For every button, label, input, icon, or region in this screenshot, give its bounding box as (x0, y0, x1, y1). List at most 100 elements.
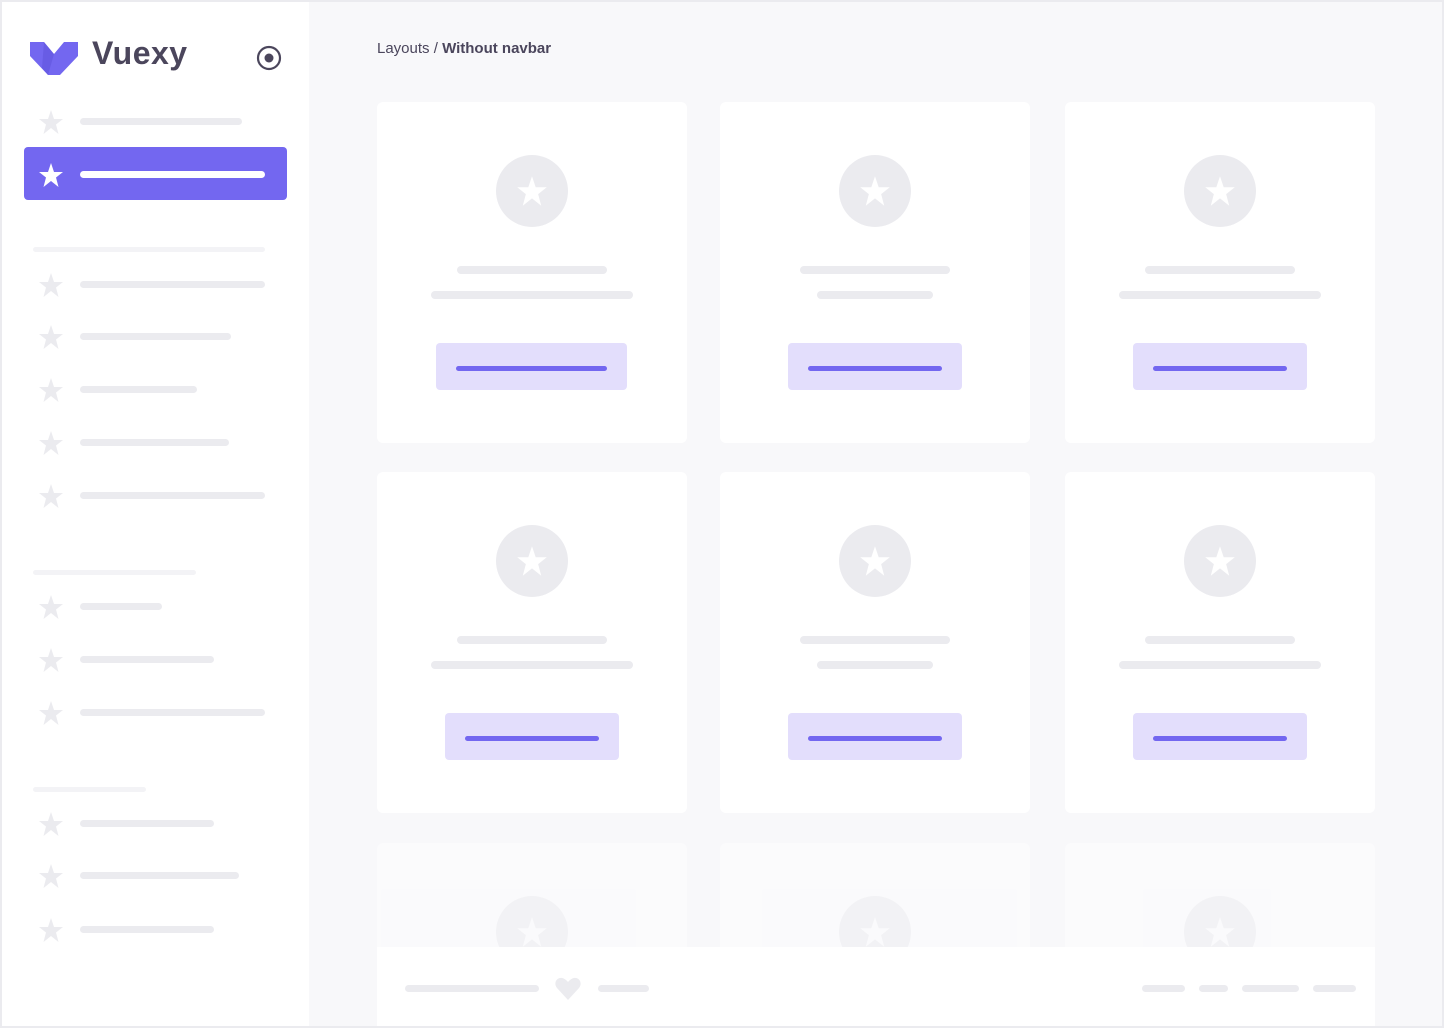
sidebar-section-header (33, 247, 265, 252)
sidebar-item-label-placeholder (80, 656, 214, 663)
card-action-button[interactable] (436, 343, 627, 390)
sidebar-item-label-placeholder (80, 820, 214, 827)
sidebar-item-label-placeholder (80, 872, 239, 879)
card-title-placeholder (457, 636, 607, 644)
footer-link[interactable] (1242, 985, 1299, 992)
breadcrumb: Layouts / Without navbar (377, 40, 551, 57)
sidebar-item[interactable] (2, 423, 309, 463)
footer-text-placeholder (405, 985, 539, 992)
sidebar-item-label-placeholder (80, 603, 162, 610)
card-action-button[interactable] (445, 713, 619, 760)
sidebar-item-label-placeholder (80, 281, 265, 288)
button-label-placeholder (456, 366, 607, 371)
sidebar-item[interactable] (2, 640, 309, 680)
card-action-button[interactable] (1133, 343, 1307, 390)
sidebar: Vuexy (2, 2, 309, 1026)
card-text-placeholder (431, 661, 633, 669)
avatar-placeholder (839, 896, 911, 947)
star-icon (39, 378, 63, 402)
footer-link[interactable] (1199, 985, 1228, 992)
sidebar-item[interactable] (2, 693, 309, 733)
sidebar-item[interactable] (2, 265, 309, 305)
star-icon (39, 163, 63, 187)
footer (377, 947, 1375, 1026)
card-title-placeholder (800, 636, 950, 644)
breadcrumb-current: Without navbar (442, 40, 552, 57)
sidebar-item[interactable] (2, 102, 309, 142)
sidebar-item-label-placeholder (80, 386, 197, 393)
sidebar-item[interactable] (2, 587, 309, 627)
card-action-button[interactable] (788, 343, 962, 390)
star-icon (1205, 917, 1235, 947)
footer-link[interactable] (1142, 985, 1185, 992)
sidebar-item[interactable] (2, 804, 309, 844)
sidebar-item[interactable] (2, 910, 309, 950)
content-card (720, 843, 1030, 947)
sidebar-item-label-placeholder (80, 709, 265, 716)
breadcrumb-separator: / (429, 40, 443, 57)
content-card (377, 102, 687, 443)
content-card (1065, 843, 1375, 947)
card-action-button[interactable] (1133, 713, 1307, 760)
sidebar-item[interactable] (2, 476, 309, 516)
vuexy-logo-icon (30, 42, 78, 75)
sidebar-item-label-placeholder (80, 333, 231, 340)
star-icon (39, 918, 63, 942)
sidebar-item-label-placeholder (80, 492, 265, 499)
radio-circle-icon[interactable] (256, 45, 282, 71)
star-icon (517, 546, 547, 576)
button-label-placeholder (808, 736, 942, 741)
footer-link[interactable] (1313, 985, 1356, 992)
star-icon (1205, 546, 1235, 576)
star-icon (517, 917, 547, 947)
star-icon (517, 176, 547, 206)
star-icon (860, 546, 890, 576)
card-text-placeholder (1119, 291, 1321, 299)
sidebar-item-label-placeholder (80, 171, 265, 178)
star-icon (1205, 176, 1235, 206)
footer-text-placeholder (598, 985, 649, 992)
content-card (377, 472, 687, 813)
star-icon (39, 648, 63, 672)
button-label-placeholder (808, 366, 942, 371)
button-label-placeholder (1153, 366, 1287, 371)
sidebar-item[interactable] (2, 370, 309, 410)
button-label-placeholder (1153, 736, 1287, 741)
star-icon (39, 110, 63, 134)
card-title-placeholder (1145, 636, 1295, 644)
sidebar-item[interactable] (2, 317, 309, 357)
star-icon (39, 484, 63, 508)
star-icon (860, 176, 890, 206)
content-card (1065, 472, 1375, 813)
star-icon (39, 701, 63, 725)
card-title-placeholder (1145, 266, 1295, 274)
card-text-placeholder (431, 291, 633, 299)
sidebar-section-header (33, 787, 146, 792)
content-card (377, 843, 687, 947)
card-title-placeholder (457, 266, 607, 274)
avatar-placeholder (1184, 896, 1256, 947)
button-label-placeholder (465, 736, 599, 741)
sidebar-item[interactable] (2, 856, 309, 896)
star-icon (39, 595, 63, 619)
content-card (720, 102, 1030, 443)
star-icon (39, 864, 63, 888)
card-text-placeholder (817, 661, 933, 669)
breadcrumb-parent[interactable]: Layouts (377, 40, 430, 57)
star-icon (39, 273, 63, 297)
sidebar-item-label-placeholder (80, 439, 229, 446)
card-action-button[interactable] (788, 713, 962, 760)
sidebar-section-header (33, 570, 196, 575)
card-text-placeholder (1119, 661, 1321, 669)
card-text-placeholder (817, 291, 933, 299)
star-icon (39, 325, 63, 349)
brand-name: Vuexy (92, 35, 188, 71)
star-icon (860, 917, 890, 947)
heart-icon (555, 977, 581, 1000)
sidebar-item-label-placeholder (80, 118, 242, 125)
star-icon (39, 431, 63, 455)
sidebar-item[interactable] (2, 155, 309, 195)
card-title-placeholder (800, 266, 950, 274)
content-card (1065, 102, 1375, 443)
